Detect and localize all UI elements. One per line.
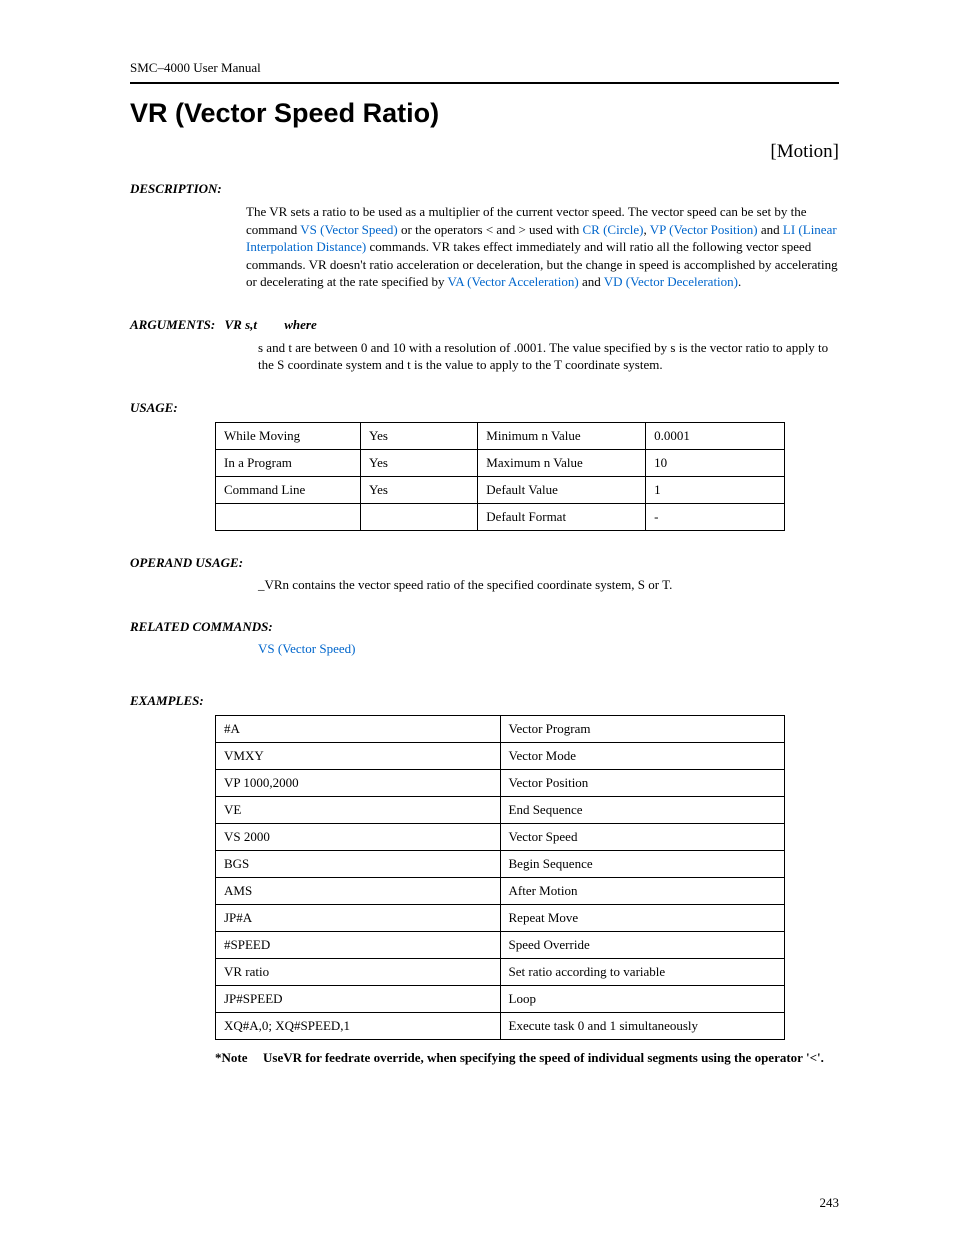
- table-row: VR ratioSet ratio according to variable: [216, 958, 785, 985]
- related-label: RELATED COMMANDS:: [130, 619, 839, 635]
- table-row: VEEnd Sequence: [216, 796, 785, 823]
- usage-cell: 10: [646, 449, 785, 476]
- usage-cell: Minimum n Value: [478, 422, 646, 449]
- ex-desc: Execute task 0 and 1 simultaneously: [500, 1012, 785, 1039]
- usage-cell: Yes: [361, 449, 478, 476]
- header-rule: [130, 82, 839, 84]
- table-row: AMSAfter Motion: [216, 877, 785, 904]
- ex-desc: Vector Mode: [500, 742, 785, 769]
- usage-cell: -: [646, 503, 785, 530]
- ex-desc: Vector Program: [500, 715, 785, 742]
- link-related-vs[interactable]: VS (Vector Speed): [258, 641, 355, 656]
- table-row: While Moving Yes Minimum n Value 0.0001: [216, 422, 785, 449]
- table-row: In a Program Yes Maximum n Value 10: [216, 449, 785, 476]
- table-row: XQ#A,0; XQ#SPEED,1Execute task 0 and 1 s…: [216, 1012, 785, 1039]
- ex-desc: Begin Sequence: [500, 850, 785, 877]
- usage-cell: Command Line: [216, 476, 361, 503]
- ex-cmd: VP 1000,2000: [216, 769, 501, 796]
- category-label: [Motion]: [130, 141, 839, 163]
- ex-cmd: VE: [216, 796, 501, 823]
- ex-desc: After Motion: [500, 877, 785, 904]
- usage-cell: In a Program: [216, 449, 361, 476]
- ex-desc: End Sequence: [500, 796, 785, 823]
- ex-cmd: VR ratio: [216, 958, 501, 985]
- link-cr[interactable]: CR (Circle): [582, 222, 643, 237]
- ex-desc: Loop: [500, 985, 785, 1012]
- desc-t7: .: [738, 274, 741, 289]
- page: SMC–4000 User Manual VR (Vector Speed Ra…: [0, 0, 954, 1235]
- note-label: *Note: [215, 1050, 263, 1066]
- link-vd[interactable]: VD (Vector Deceleration): [604, 274, 738, 289]
- desc-t4: and: [758, 222, 783, 237]
- table-row: VS 2000Vector Speed: [216, 823, 785, 850]
- link-vp[interactable]: VP (Vector Position): [650, 222, 758, 237]
- examples-table: #AVector Program VMXYVector Mode VP 1000…: [215, 715, 785, 1040]
- ex-cmd: VS 2000: [216, 823, 501, 850]
- usage-cell: 0.0001: [646, 422, 785, 449]
- link-va[interactable]: VA (Vector Acceleration): [448, 274, 579, 289]
- table-row: JP#SPEEDLoop: [216, 985, 785, 1012]
- ex-desc: Vector Speed: [500, 823, 785, 850]
- table-row: Default Format -: [216, 503, 785, 530]
- desc-t2: or the operators < and > used with: [398, 222, 583, 237]
- note-text: UseVR for feedrate override, when specif…: [263, 1050, 824, 1066]
- ex-desc: Set ratio according to variable: [500, 958, 785, 985]
- arguments-body: s and t are between 0 and 10 with a reso…: [258, 339, 839, 374]
- operand-body: _VRn contains the vector speed ratio of …: [258, 577, 839, 593]
- description-label: DESCRIPTION:: [130, 181, 839, 197]
- note: *Note UseVR for feedrate override, when …: [215, 1050, 839, 1066]
- table-row: VP 1000,2000Vector Position: [216, 769, 785, 796]
- link-vs[interactable]: VS (Vector Speed): [300, 222, 397, 237]
- arguments-label: ARGUMENTS: VR s,t where: [130, 317, 839, 333]
- page-number: 243: [820, 1195, 840, 1211]
- usage-cell: Maximum n Value: [478, 449, 646, 476]
- table-row: #AVector Program: [216, 715, 785, 742]
- usage-label: USAGE:: [130, 400, 839, 416]
- ex-cmd: VMXY: [216, 742, 501, 769]
- usage-cell: Yes: [361, 476, 478, 503]
- ex-desc: Speed Override: [500, 931, 785, 958]
- desc-t6: and: [579, 274, 604, 289]
- examples-label: EXAMPLES:: [130, 693, 839, 709]
- usage-table: While Moving Yes Minimum n Value 0.0001 …: [215, 422, 785, 531]
- table-row: JP#ARepeat Move: [216, 904, 785, 931]
- ex-desc: Vector Position: [500, 769, 785, 796]
- operand-label: OPERAND USAGE:: [130, 555, 839, 571]
- usage-cell: 1: [646, 476, 785, 503]
- ex-cmd: JP#SPEED: [216, 985, 501, 1012]
- table-row: BGSBegin Sequence: [216, 850, 785, 877]
- usage-cell: Default Format: [478, 503, 646, 530]
- usage-cell: Yes: [361, 422, 478, 449]
- page-title: VR (Vector Speed Ratio): [130, 98, 839, 129]
- ex-cmd: #SPEED: [216, 931, 501, 958]
- table-row: Command Line Yes Default Value 1: [216, 476, 785, 503]
- arguments-label-text: ARGUMENTS:: [130, 317, 215, 332]
- ex-cmd: AMS: [216, 877, 501, 904]
- table-row: VMXYVector Mode: [216, 742, 785, 769]
- arguments-where: where: [284, 317, 317, 332]
- ex-cmd: XQ#A,0; XQ#SPEED,1: [216, 1012, 501, 1039]
- usage-cell: [361, 503, 478, 530]
- doc-header: SMC–4000 User Manual: [130, 60, 839, 76]
- ex-cmd: JP#A: [216, 904, 501, 931]
- ex-desc: Repeat Move: [500, 904, 785, 931]
- usage-cell: [216, 503, 361, 530]
- usage-cell: Default Value: [478, 476, 646, 503]
- ex-cmd: #A: [216, 715, 501, 742]
- related-body: VS (Vector Speed): [258, 641, 839, 657]
- description-body: The VR sets a ratio to be used as a mult…: [246, 203, 839, 291]
- ex-cmd: BGS: [216, 850, 501, 877]
- usage-cell: While Moving: [216, 422, 361, 449]
- table-row: #SPEEDSpeed Override: [216, 931, 785, 958]
- arguments-cmd: VR s,t: [225, 317, 258, 332]
